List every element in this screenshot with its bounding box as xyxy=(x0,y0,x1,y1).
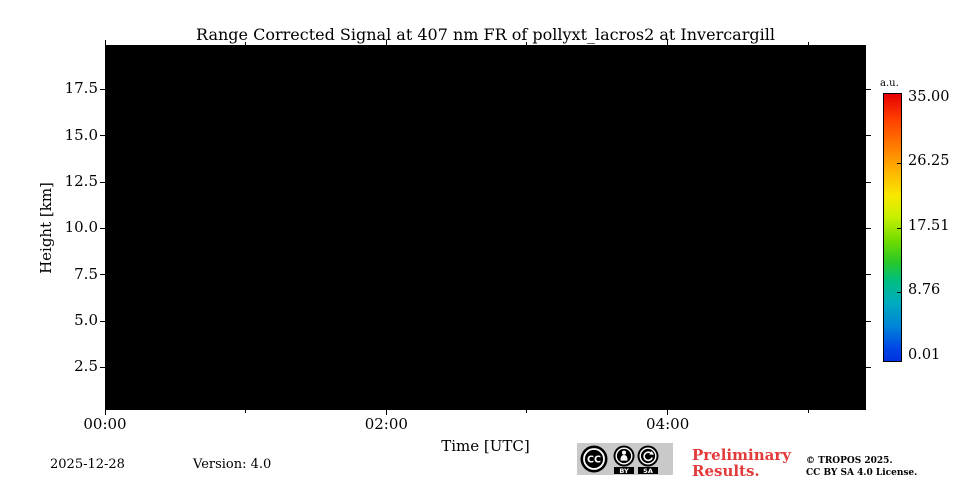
cc-sa-icon: SA xyxy=(637,445,659,475)
y-major-tick-right xyxy=(866,366,871,368)
copyright-line1: © TROPOS 2025. xyxy=(806,456,893,466)
y-major-tick-right xyxy=(866,88,871,90)
svg-text:BY: BY xyxy=(619,467,629,475)
preliminary-line2: Results. xyxy=(692,462,760,480)
colorbar-tick-label: 17.51 xyxy=(908,217,950,234)
y-tick-label: 15.0 xyxy=(64,125,98,144)
colorbar-tick-label: 8.76 xyxy=(908,282,941,298)
colorbar-tick-label: 0.01 xyxy=(908,346,941,363)
preliminary-results-label: Preliminary Results. xyxy=(692,447,791,479)
y-tick-label: 12.5 xyxy=(64,172,98,191)
colorbar-tick xyxy=(897,163,902,164)
copyright-notice: © TROPOS 2025. CC BY SA 4.0 License. xyxy=(806,455,917,479)
colorbar-tick xyxy=(897,292,902,293)
svg-text:SA: SA xyxy=(643,467,653,475)
y-tick-label: 10.0 xyxy=(64,218,98,237)
y-tick-label: 7.5 xyxy=(74,264,98,283)
colorbar-tick-label: 26.25 xyxy=(908,153,950,169)
y-tick-label: 17.5 xyxy=(64,79,98,98)
colorbar-unit-label: a.u. xyxy=(880,78,899,89)
x-tick-label: 02:00 xyxy=(364,415,408,433)
y-major-tick-left xyxy=(100,227,105,229)
y-major-tick-right xyxy=(866,320,871,322)
x-minor-tick-bottom xyxy=(245,410,247,413)
x-minor-tick-bottom xyxy=(807,410,809,413)
y-tick-label: 2.5 xyxy=(74,357,98,376)
y-tick-label: 5.0 xyxy=(74,311,98,330)
x-major-tick-bottom xyxy=(667,410,669,415)
copyright-line2: CC BY SA 4.0 License. xyxy=(806,468,918,479)
svg-text:CC: CC xyxy=(587,455,601,466)
x-minor-tick-top xyxy=(526,42,528,45)
x-minor-tick-bottom xyxy=(526,410,528,413)
colorbar-tick-label: 35.00 xyxy=(908,88,950,105)
x-major-tick-top xyxy=(385,40,387,45)
x-major-tick-top xyxy=(104,40,106,45)
cc-license-badge: CC BY SA xyxy=(577,443,673,475)
x-major-tick-bottom xyxy=(385,410,387,415)
y-major-tick-right xyxy=(866,181,871,183)
y-major-tick-left xyxy=(100,320,105,322)
y-major-tick-left xyxy=(100,274,105,276)
y-major-tick-right xyxy=(866,135,871,137)
y-major-tick-left xyxy=(100,88,105,90)
x-tick-label: 04:00 xyxy=(646,415,690,433)
y-major-tick-left xyxy=(100,366,105,368)
heatmap-plot-area xyxy=(105,45,866,410)
chart-title: Range Corrected Signal at 407 nm FR of p… xyxy=(196,25,775,44)
x-minor-tick-top xyxy=(807,42,809,45)
x-major-tick-top xyxy=(667,40,669,45)
preliminary-line1: Preliminary xyxy=(692,446,791,464)
y-major-tick-right xyxy=(866,274,871,276)
x-major-tick-bottom xyxy=(104,410,106,415)
measurement-date: 2025-12-28 xyxy=(50,457,125,472)
cc-icon: CC xyxy=(580,445,608,473)
cc-by-icon: BY xyxy=(613,445,635,475)
y-major-tick-left xyxy=(100,135,105,137)
colorbar-tick xyxy=(897,227,902,229)
y-major-tick-left xyxy=(100,181,105,183)
version-label: Version: 4.0 xyxy=(193,457,272,472)
x-tick-label: 00:00 xyxy=(83,415,127,433)
x-minor-tick-top xyxy=(245,42,247,45)
y-major-tick-right xyxy=(866,227,871,229)
x-axis-label: Time [UTC] xyxy=(441,437,530,455)
